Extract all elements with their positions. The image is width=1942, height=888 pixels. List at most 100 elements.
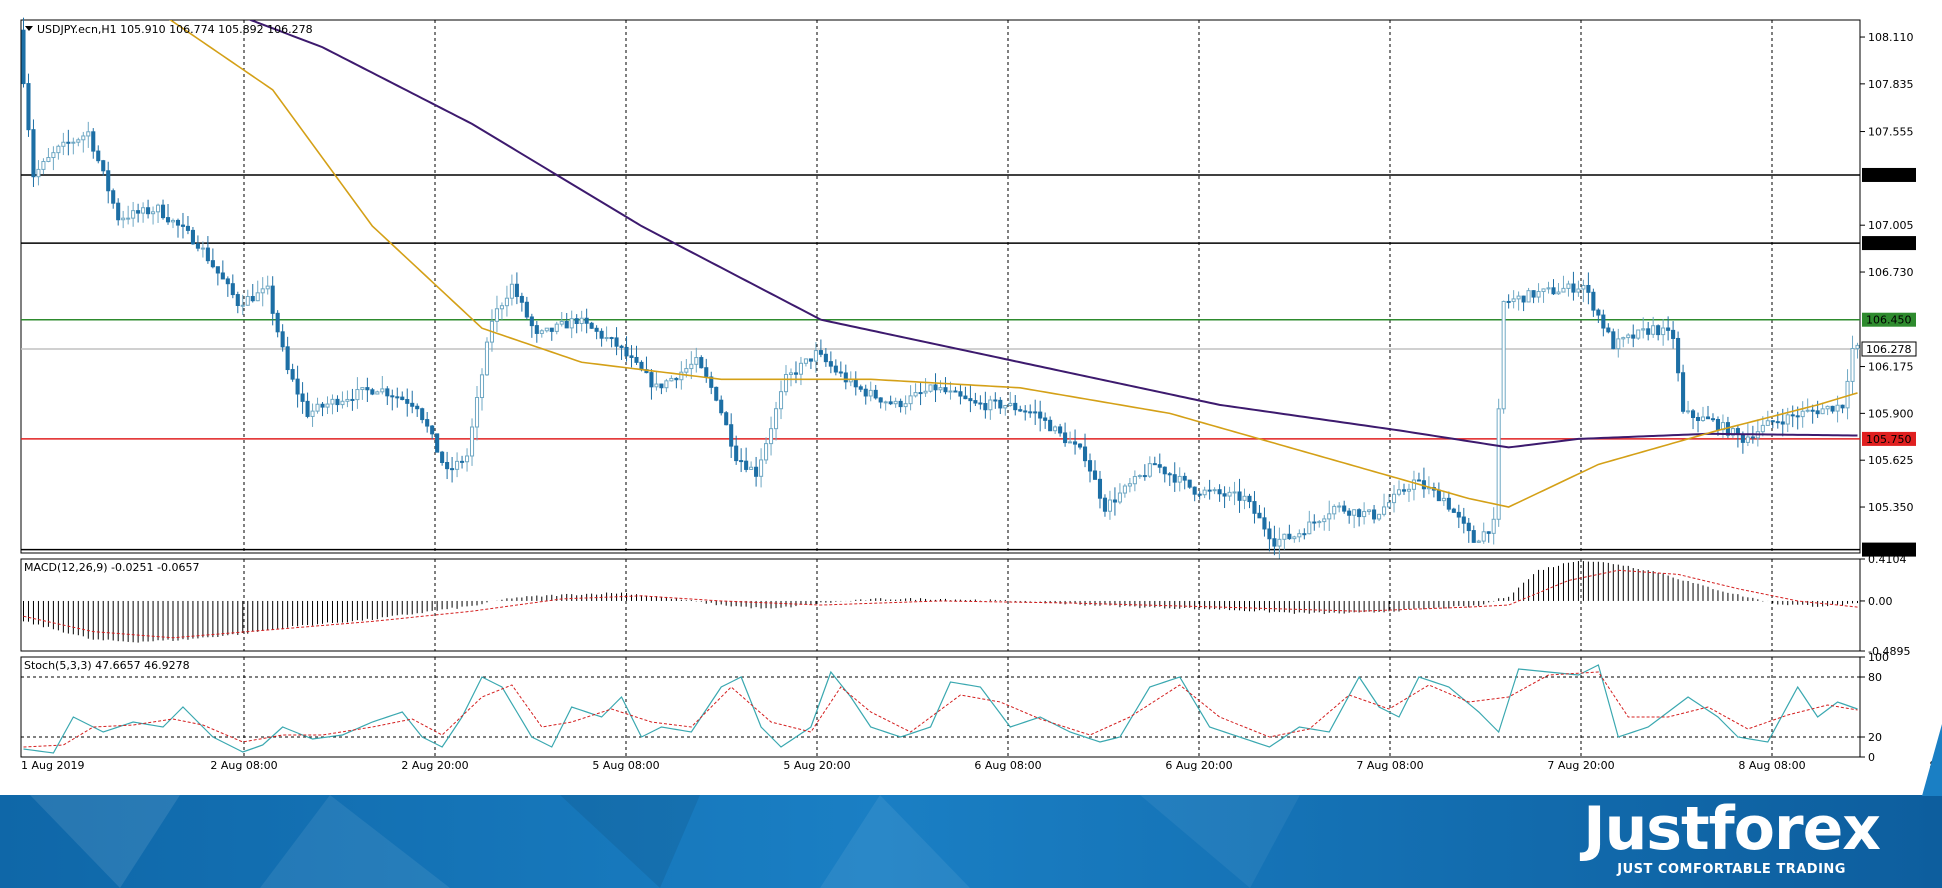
candle-body [1671,329,1676,339]
candle-body [225,278,230,285]
candle-body [1102,497,1108,512]
candle-body [1601,314,1606,329]
candle-body [524,301,529,318]
candle-body [554,323,559,332]
candle-body [1815,410,1820,415]
candle-body [445,461,450,470]
candle-body [1312,521,1317,524]
candle-body [1646,328,1651,335]
brand-logo: Justforex [1583,794,1881,864]
candle-body [131,210,136,219]
candle-body [1297,533,1302,538]
candle-body [1043,417,1048,421]
candle-body [1411,479,1417,490]
candle-body [1117,492,1122,503]
candle-body [1810,409,1815,412]
candle-body [993,399,998,402]
candle-body [973,400,978,404]
candle-body [1481,531,1486,542]
candle-body [440,451,445,463]
candle-body [375,391,380,395]
candle-body [220,272,225,280]
candle-body [1491,518,1496,534]
candle-body [1531,290,1536,298]
candle-body [1446,497,1451,510]
candle-body [1327,513,1332,520]
candle-body [1401,489,1407,492]
candle-body [504,297,509,307]
instrument-header: USDJPY.ecn,H1 105.910 106.774 105.892 10… [37,23,313,36]
candle-body [66,141,71,144]
candle-body [395,396,400,399]
candle-body [1556,291,1561,295]
candle-body [534,325,539,334]
candle-body [1082,446,1088,462]
candle-body [1825,405,1830,410]
candle-body [1167,473,1172,476]
brand-banner [0,795,1942,888]
candle-body [988,399,993,411]
candle-body [1152,463,1157,466]
candle-body [1805,409,1810,412]
y-tick-label: 106.730 [1868,266,1914,279]
candle-body [1132,476,1137,485]
x-tick-label: 7 Aug 20:00 [1547,759,1614,772]
candle-body [479,374,485,399]
candle-body [1456,511,1461,518]
candle-body [1237,491,1242,501]
candle-body [684,368,689,373]
candle-body [898,400,903,408]
candle-body [1436,489,1441,502]
candle-body [1267,528,1272,540]
candle-body [435,433,440,453]
candle-body [664,380,669,389]
y-tick-label: 107.005 [1868,219,1914,232]
candle-body [1137,475,1142,478]
candle-body [1287,533,1292,540]
candle-body [1222,493,1227,497]
candle-body [1710,418,1716,421]
candle-body [320,403,325,408]
candle-body [694,357,699,365]
candle-body [788,372,794,376]
candle-body [335,398,340,406]
candle-body [460,460,465,463]
banner-decoration [820,795,970,888]
candle-body [21,29,26,85]
candle-body [1651,325,1656,335]
candle-body [559,321,564,325]
candle-body [420,408,425,421]
banner-corner [1922,724,1942,796]
candle-body [1760,424,1765,433]
candle-body [1661,327,1666,336]
candle-body [116,202,121,221]
candle-body [828,361,833,367]
candle-body [1142,475,1147,478]
chart-svg: 1 Aug 2019 2 Aug 08:00 2 Aug 20:00 5 Aug 08… [20,17,1942,772]
candle-body [1800,410,1805,418]
candle-body [1068,441,1073,444]
candle-body [823,353,828,363]
candle-body [71,141,76,144]
candle-body [888,401,893,405]
candle-body [345,398,350,402]
stoch-main-line [23,664,1858,754]
candle-body [1845,380,1850,409]
candle-body [649,372,654,388]
candle-body [1511,298,1516,303]
candle-body [1362,511,1367,518]
candle-body [793,372,799,375]
candle-body [1187,479,1192,488]
candle-body [1107,499,1112,512]
candle-body [529,316,534,327]
candle-body [285,346,290,371]
candle-body [1785,414,1790,425]
candle-body [1023,410,1028,413]
candle-body [170,219,176,223]
candle-body [1197,493,1202,496]
candle-body [863,388,868,397]
candle-body [808,358,813,362]
candle-body [1835,404,1840,412]
candle-body [1406,488,1412,492]
candle-body [315,403,320,412]
